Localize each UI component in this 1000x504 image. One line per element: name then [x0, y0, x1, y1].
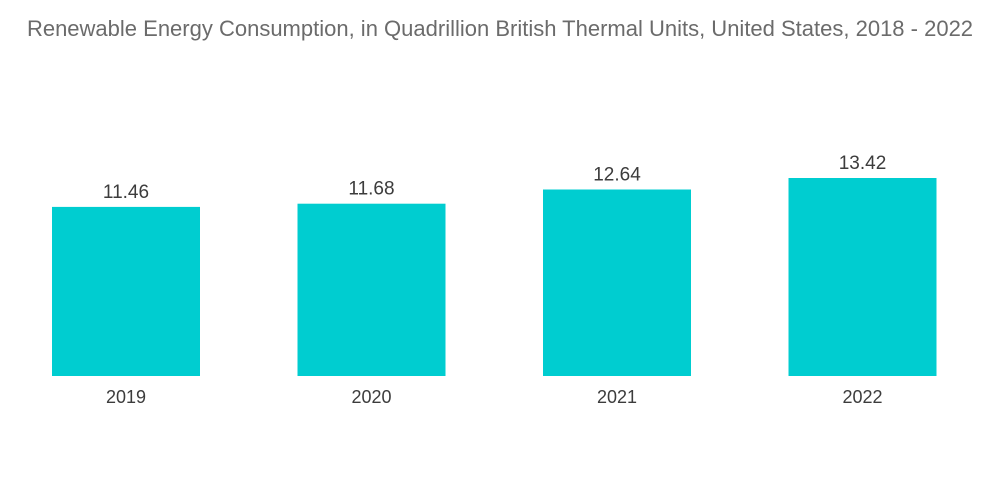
- bar-2019: [52, 206, 200, 376]
- category-labels-group: 2019 2020 2021 2022: [106, 387, 883, 407]
- category-label-2019: 2019: [106, 387, 146, 407]
- bar-2022: [788, 178, 937, 376]
- category-label-2022: 2022: [842, 387, 882, 407]
- value-label-2022: 13.42: [839, 153, 887, 174]
- value-label-2019: 11.46: [103, 182, 149, 203]
- bar-2021: [543, 189, 691, 376]
- category-label-2021: 2021: [597, 387, 637, 407]
- chart-title: Renewable Energy Consumption, in Quadril…: [26, 16, 974, 41]
- bar-2020: [297, 203, 446, 376]
- value-label-2020: 11.68: [348, 179, 394, 200]
- value-labels-group: 11.46 11.68 12.64 13.42: [103, 153, 886, 203]
- value-label-2021: 12.64: [593, 165, 641, 186]
- bars-group: [52, 178, 937, 376]
- category-label-2020: 2020: [351, 387, 391, 407]
